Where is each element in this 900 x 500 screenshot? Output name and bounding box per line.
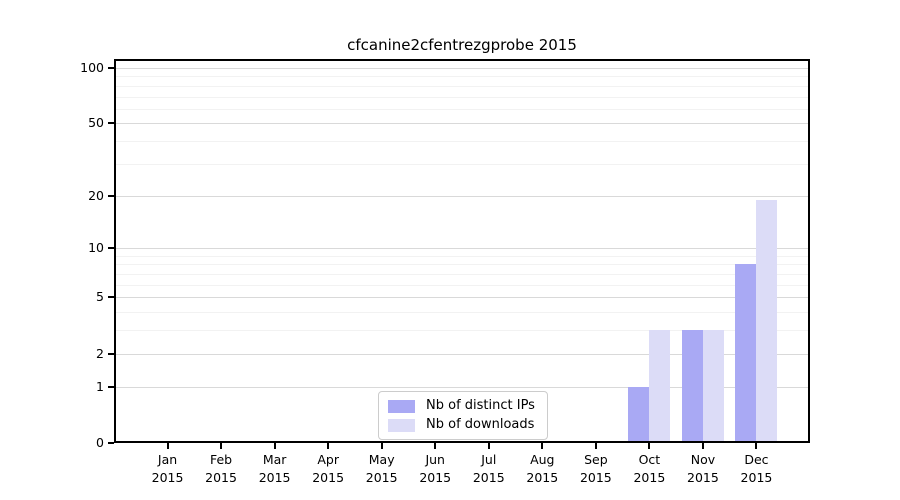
minor-gridline [114,85,810,87]
year-label: 2015 [258,470,291,485]
year-label: 2015 [472,470,505,485]
x-tick-mark [166,443,169,449]
bar-nov-ips [681,330,703,443]
major-gridline [114,123,810,125]
year-label: 2015 [419,470,452,485]
bar-nov-downloads [702,330,724,443]
x-tick-mark [701,443,704,449]
x-tick-label-oct: Oct 2015 [607,451,691,487]
month-label: May [368,452,395,467]
legend-item: Nb of downloads [388,417,535,433]
x-tick-label-aug: Aug 2015 [500,451,584,487]
legend-label: Nb of downloads [426,417,535,432]
spine-bottom [114,441,810,443]
y-tick-label: 0 [96,435,104,450]
year-label: 2015 [526,470,559,485]
legend-swatch [388,418,415,432]
legend-item: Nb of distinct IPs [388,398,535,414]
x-tick-label-jun: Jun 2015 [393,451,477,487]
x-tick-label-jul: Jul 2015 [447,451,531,487]
legend-label: Nb of distinct IPs [426,398,535,413]
minor-gridline [114,264,810,266]
major-gridline [114,297,810,299]
year-label: 2015 [687,470,719,485]
x-tick-mark [487,443,490,449]
bar-oct-downloads [649,330,671,443]
month-label: Jun [425,452,445,467]
x-tick-label-mar: Mar 2015 [233,451,317,487]
x-tick-mark [594,443,597,449]
minor-gridline [114,76,810,78]
month-label: Feb [209,452,233,467]
x-tick-label-may: May 2015 [340,451,424,487]
x-tick-mark [220,443,223,449]
minor-gridline [114,141,810,143]
legend-swatch [388,399,415,413]
x-tick-mark [434,443,437,449]
month-label: Nov [690,452,716,467]
minor-gridline [114,163,810,165]
bar-dec-ips [735,264,757,443]
bar-oct-ips [628,386,650,443]
x-tick-mark [755,443,758,449]
month-label: Jan [157,452,178,467]
month-label: Apr [317,452,339,467]
y-tick-label: 20 [88,187,104,203]
minor-gridline [114,330,810,332]
minor-gridline [114,108,810,110]
month-label: Oct [638,452,661,467]
month-label: Mar [262,452,287,467]
year-label: 2015 [312,470,345,485]
x-tick-label-nov: Nov 2015 [661,451,745,487]
y-tick-label: 1 [96,378,104,394]
year-label: 2015 [365,470,398,485]
x-tick-label-feb: Feb 2015 [179,451,263,487]
x-tick-label-apr: Apr 2015 [286,451,370,487]
y-tick-label: 10 [88,240,104,256]
x-tick-label-dec: Dec 2015 [714,451,798,487]
month-label: Aug [530,452,555,467]
plot-area [114,59,810,443]
x-tick-mark [541,443,544,449]
x-tick-label-jan: Jan 2015 [126,451,210,487]
year-label: 2015 [151,470,184,485]
minor-gridline [114,96,810,98]
major-gridline [114,67,810,69]
minor-gridline [114,274,810,276]
minor-gridline [114,255,810,257]
chart-title: cfcanine2cfentrezgprobe 2015 [347,36,577,54]
spine-left [114,59,116,443]
month-label: Sep [584,452,608,467]
bar-dec-downloads [756,199,778,443]
year-label: 2015 [633,470,666,485]
spine-top [114,59,810,61]
major-gridline [114,248,810,250]
y-tick-label: 100 [80,59,104,75]
year-label: 2015 [740,470,773,485]
x-tick-mark [648,443,651,449]
x-tick-label-sep: Sep 2015 [554,451,638,487]
spine-right [808,59,810,443]
minor-gridline [114,284,810,286]
minor-gridline [114,312,810,314]
month-label: Dec [744,452,769,467]
year-label: 2015 [579,470,612,485]
x-tick-mark [380,443,383,449]
x-tick-mark [273,443,276,449]
month-label: Jul [481,452,497,467]
year-label: 2015 [205,470,237,485]
major-gridline [114,353,810,355]
y-tick-label: 2 [96,345,104,361]
legend: Nb of distinct IPs Nb of downloads [378,391,548,440]
y-tick-label: 50 [88,115,104,131]
y-tick-label: 5 [96,289,104,305]
x-tick-mark [327,443,330,449]
major-gridline [114,195,810,197]
major-gridline [114,386,810,388]
